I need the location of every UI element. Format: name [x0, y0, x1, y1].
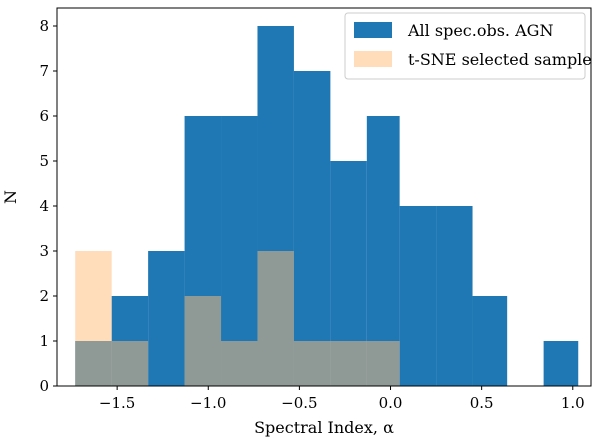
- bar-tsne-1: [111, 341, 149, 386]
- bar-tsne-0: [75, 251, 112, 386]
- series-tsne-selected-sample: [75, 251, 400, 386]
- bar-tsne-6: [293, 341, 331, 386]
- bar-tsne-8: [366, 341, 400, 386]
- y-tick-label: 3: [39, 242, 49, 260]
- bar-tsne-4: [221, 341, 258, 386]
- bar-all-2: [148, 251, 185, 386]
- series-all-spec-obs-agn: [75, 26, 579, 386]
- x-axis-label: Spectral Index, α: [254, 418, 394, 437]
- y-tick-label: 7: [39, 62, 49, 80]
- y-tick-label: 0: [39, 377, 49, 395]
- legend-box: [344, 12, 586, 80]
- y-tick-label: 5: [39, 152, 49, 170]
- y-tick-label: 8: [39, 17, 49, 35]
- legend-swatch-all-spec-obs-agn: [354, 22, 392, 38]
- y-tick-label: 6: [39, 107, 49, 125]
- y-tick-label: 4: [39, 197, 49, 215]
- y-axis-label: N: [1, 190, 20, 204]
- bar-all-9: [399, 206, 437, 386]
- y-tick-label: 1: [39, 332, 49, 350]
- legend: All spec.obs. AGN t-SNE selected sample: [344, 12, 592, 80]
- x-tick-label: −1.0: [190, 394, 226, 412]
- y-tick-label: 2: [39, 287, 49, 305]
- bar-tsne-7: [330, 341, 367, 386]
- x-tick-label: 1.0: [561, 394, 585, 412]
- legend-swatch-tsne-selected-sample: [354, 51, 392, 67]
- legend-label-tsne-selected-sample: t-SNE selected sample: [408, 50, 592, 69]
- bar-all-10: [436, 206, 473, 386]
- bar-tsne-5: [257, 251, 294, 386]
- x-tick-label: 0.0: [379, 394, 403, 412]
- bar-all-6: [293, 71, 331, 386]
- bar-all-11: [472, 296, 508, 386]
- x-tick-label: 0.5: [470, 394, 494, 412]
- legend-label-all-spec-obs-agn: All spec.obs. AGN: [407, 21, 553, 40]
- x-axis: −1.5 −1.0 −0.5 0.0 0.5 1.0: [99, 386, 585, 412]
- x-tick-label: −0.5: [281, 394, 317, 412]
- bar-tsne-3: [184, 296, 222, 386]
- plot-frame: [56, 7, 592, 387]
- x-tick-label: −1.5: [99, 394, 135, 412]
- y-axis: 0 1 2 3 4 5 6 7 8: [39, 17, 57, 395]
- bar-all-13: [543, 341, 579, 386]
